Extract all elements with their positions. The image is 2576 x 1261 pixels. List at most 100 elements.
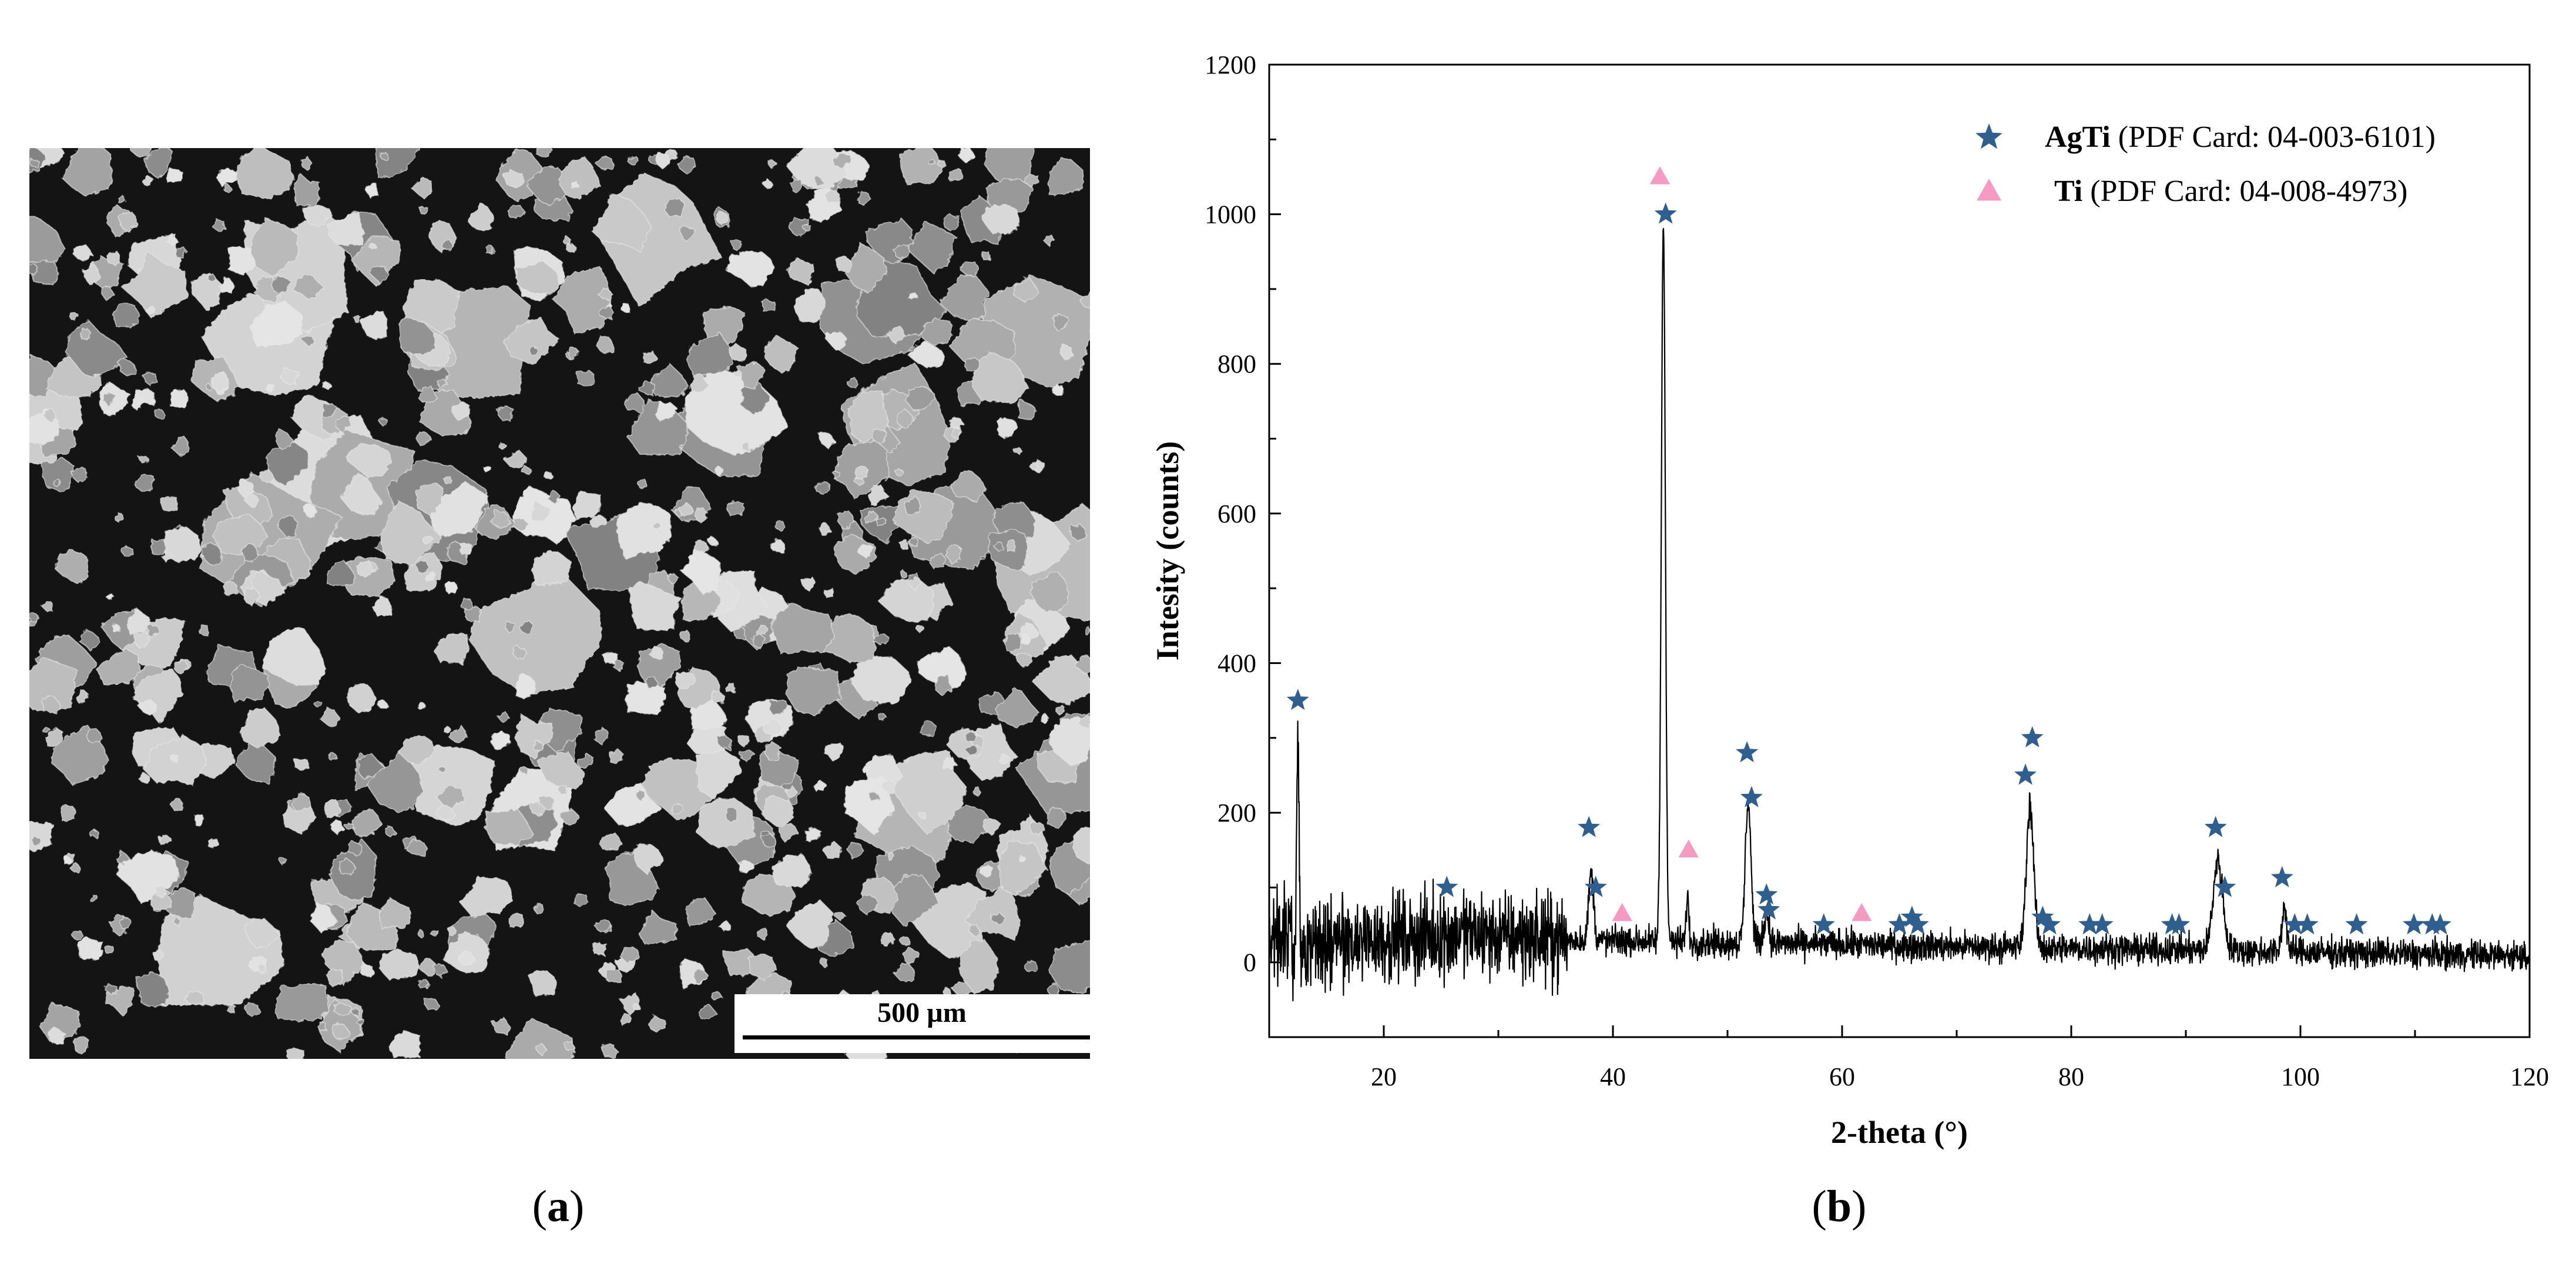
sem-particle [971,351,1029,403]
particle-group [29,148,1090,1059]
sem-particle [787,257,815,286]
sem-particle [818,523,832,536]
sem-particle [379,897,411,930]
legend-entry-card: (PDF Card: 04-003-6101) [2111,120,2436,154]
sem-particle [69,312,79,321]
sem-particle [115,850,130,866]
sem-particle [380,152,389,161]
sem-particle [385,826,397,837]
sem-particle [880,780,897,794]
sem-particle [150,538,166,555]
sem-particle [645,675,660,689]
sem-particle [724,682,736,693]
agti-star-marker [1654,202,1677,224]
sem-particle [813,176,824,186]
sem-particle [598,287,614,301]
sem-particle [355,1018,365,1025]
sem-particle [928,157,936,166]
sem-particle [351,315,361,323]
sem-particle [216,169,238,187]
sem-particle [557,783,569,796]
sem-particle [166,236,179,246]
ti-triangle-marker [1649,166,1670,185]
sem-particle [786,666,841,716]
sem-particle [46,728,64,747]
sem-particle [141,370,159,388]
sem-particle [891,243,910,260]
sem-particle [763,177,774,190]
sem-particle [331,1021,351,1041]
sem-particle [934,673,952,696]
sem-particle [878,713,888,721]
scale-bar-line [743,1035,1090,1039]
sem-particle [415,559,431,574]
sem-particle [219,277,235,293]
sem-particle [398,736,436,766]
sem-particle [1059,343,1074,361]
sem-particle [78,936,103,960]
sem-particle [379,499,443,566]
sem-particle [96,648,142,686]
sem-particle [133,474,155,494]
sem-particle [706,535,719,546]
agti-star-marker [2078,913,2101,935]
sem-particle [562,236,572,246]
legend-entry-name: Ti [2054,175,2082,208]
sem-particle [680,548,722,595]
sem-particle [294,173,320,207]
sem-particle [490,731,511,750]
sem-particle [673,672,696,690]
sem-particle [763,334,798,374]
sem-particle [105,593,115,601]
sem-particle [739,860,755,874]
sem-particle [1048,157,1085,196]
sem-particle [589,514,606,529]
sem-particle [257,964,267,975]
sem-particle [825,189,840,205]
sem-particle [104,945,114,955]
sem-particle [635,789,646,801]
sem-particle [871,633,890,646]
agti-star-marker [2296,913,2319,935]
x-tick-label: 100 [2281,1062,2320,1091]
sem-particle [118,195,126,204]
sem-particle [1055,705,1065,716]
sem-particle [1074,655,1090,673]
sem-particle [907,291,918,301]
sem-particle [415,431,434,445]
sem-particle [958,940,998,993]
sem-particle [41,456,75,492]
sem-particle [75,689,89,703]
chart-axes [1268,63,2531,1038]
sem-particle [293,758,310,772]
sem-particle [609,748,624,764]
sem-particle [142,176,153,186]
sem-particle [786,900,835,950]
sem-particle [786,148,848,190]
agti-star-marker [1900,905,1923,927]
sem-particle [887,851,895,861]
sem-particle [678,503,694,517]
agti-star-marker [2270,866,2293,887]
sem-particle [42,726,51,734]
sem-particle [779,823,799,843]
sem-particle [200,541,224,566]
sem-particle [101,391,117,407]
sem-particle [121,250,189,318]
sem-particle [144,148,173,179]
sem-particle [207,273,217,284]
sem-particle [372,595,393,616]
sem-particle [442,476,453,485]
sem-particle [377,948,420,980]
sem-particle [484,465,492,472]
agti-star-marker [1286,689,1309,710]
legend-entry-ti: Ti (PDF Card: 04-008-4973) [2054,175,2407,208]
sem-particle [291,793,312,813]
sem-particle [511,645,528,660]
sem-particle [834,911,846,921]
sem-particle [302,502,317,518]
sem-particle [899,148,944,185]
y-tick-label: 800 [1217,350,1256,378]
sem-particle [1081,292,1090,308]
